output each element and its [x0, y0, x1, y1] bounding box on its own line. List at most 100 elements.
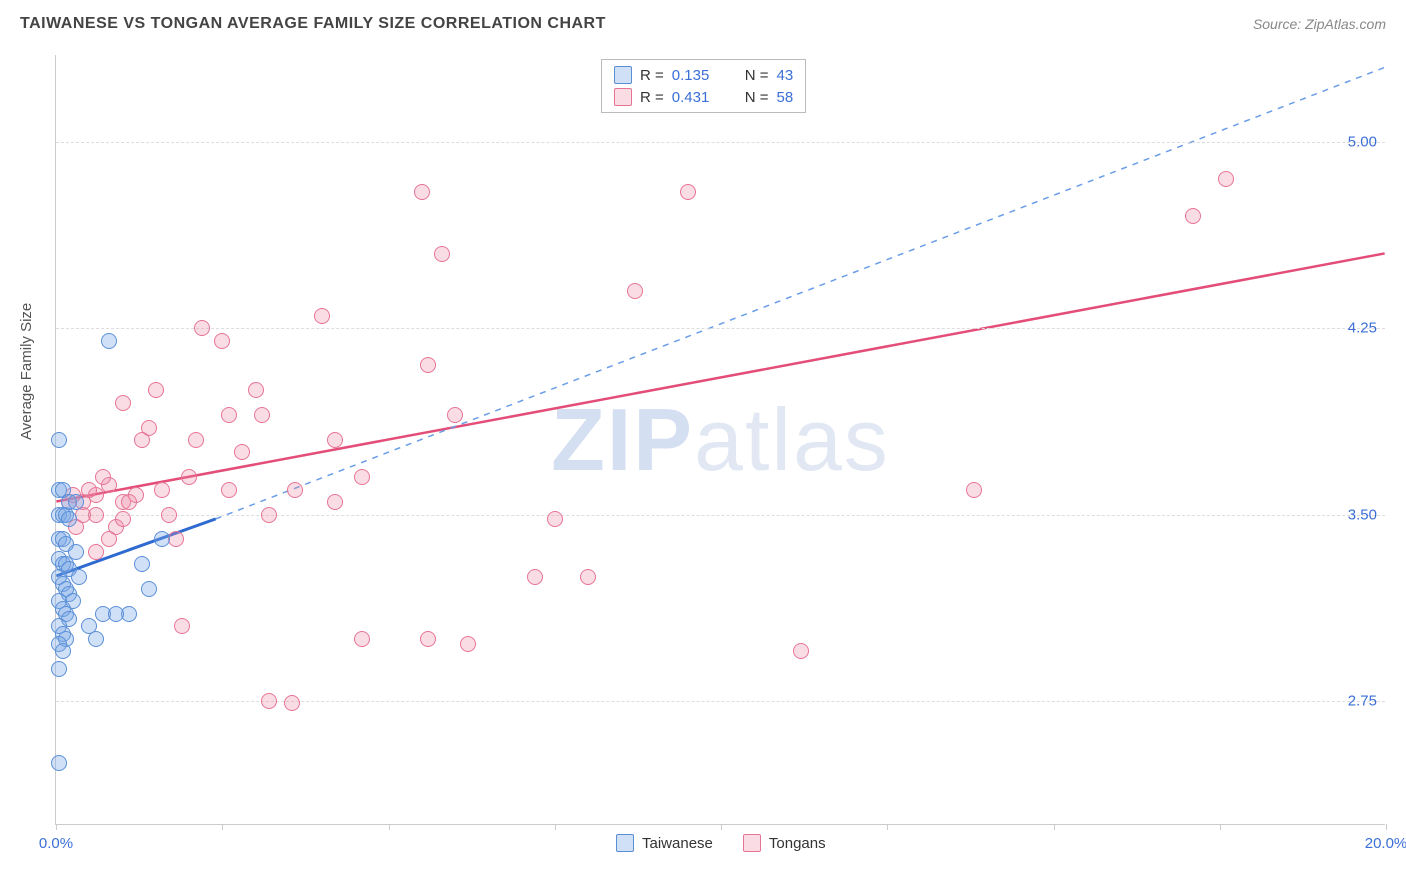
data-point — [214, 333, 230, 349]
n-value: 43 — [777, 67, 794, 84]
swatch-taiwanese-icon — [616, 834, 634, 852]
n-value: 58 — [777, 89, 794, 106]
n-label: N = — [745, 67, 769, 84]
data-point — [327, 494, 343, 510]
data-point — [314, 308, 330, 324]
data-point — [181, 469, 197, 485]
x-tick — [56, 824, 57, 830]
trend-line — [56, 253, 1384, 501]
data-point — [81, 482, 97, 498]
data-point — [101, 333, 117, 349]
data-point — [261, 507, 277, 523]
data-point — [354, 631, 370, 647]
legend-item-taiwanese: Taiwanese — [616, 834, 713, 852]
data-point — [101, 531, 117, 547]
data-point — [327, 432, 343, 448]
y-axis-title: Average Family Size — [18, 303, 35, 440]
data-point — [148, 382, 164, 398]
x-tick — [1054, 824, 1055, 830]
r-value: 0.431 — [672, 89, 727, 106]
data-point — [680, 184, 696, 200]
stats-legend: R = 0.135 N = 43 R = 0.431 N = 58 — [601, 59, 806, 113]
watermark-zip: ZIP — [551, 390, 694, 489]
x-tick — [222, 824, 223, 830]
data-point — [55, 643, 71, 659]
data-point — [95, 469, 111, 485]
x-tick — [721, 824, 722, 830]
data-point — [81, 618, 97, 634]
data-point — [188, 432, 204, 448]
data-point — [354, 469, 370, 485]
data-point — [51, 661, 67, 677]
gridline — [56, 142, 1385, 143]
data-point — [420, 631, 436, 647]
data-point — [194, 320, 210, 336]
data-point — [1218, 171, 1234, 187]
swatch-taiwanese-icon — [614, 66, 632, 84]
data-point — [154, 531, 170, 547]
title-bar: TAIWANESE VS TONGAN AVERAGE FAMILY SIZE … — [20, 15, 1386, 33]
data-point — [254, 407, 270, 423]
gridline — [56, 515, 1385, 516]
data-point — [121, 494, 137, 510]
x-tick-label: 0.0% — [39, 835, 73, 852]
gridline — [56, 328, 1385, 329]
data-point — [234, 444, 250, 460]
data-point — [527, 569, 543, 585]
stats-row-tongans: R = 0.431 N = 58 — [614, 86, 793, 108]
r-value: 0.135 — [672, 67, 727, 84]
data-point — [141, 581, 157, 597]
legend-label: Taiwanese — [642, 835, 713, 852]
data-point — [287, 482, 303, 498]
data-point — [627, 283, 643, 299]
data-point — [161, 507, 177, 523]
series-legend: Taiwanese Tongans — [616, 834, 826, 852]
data-point — [115, 395, 131, 411]
data-point — [447, 407, 463, 423]
data-point — [134, 556, 150, 572]
data-point — [61, 511, 77, 527]
x-tick-label: 20.0% — [1365, 835, 1406, 852]
swatch-tongans-icon — [614, 88, 632, 106]
data-point — [68, 494, 84, 510]
plot-area: ZIPatlas R = 0.135 N = 43 R = 0.431 N = … — [55, 55, 1385, 825]
y-tick-label: 4.25 — [1348, 320, 1377, 337]
x-tick — [389, 824, 390, 830]
data-point — [460, 636, 476, 652]
data-point — [154, 482, 170, 498]
x-tick — [887, 824, 888, 830]
data-point — [580, 569, 596, 585]
data-point — [108, 606, 124, 622]
data-point — [793, 643, 809, 659]
gridline — [56, 701, 1385, 702]
legend-label: Tongans — [769, 835, 826, 852]
data-point — [115, 511, 131, 527]
data-point — [261, 693, 277, 709]
data-point — [88, 544, 104, 560]
x-tick — [1220, 824, 1221, 830]
n-label: N = — [745, 89, 769, 106]
r-label: R = — [640, 67, 664, 84]
legend-item-tongans: Tongans — [743, 834, 826, 852]
x-tick — [1386, 824, 1387, 830]
stats-row-taiwanese: R = 0.135 N = 43 — [614, 64, 793, 86]
data-point — [414, 184, 430, 200]
trend-line — [216, 67, 1385, 518]
data-point — [68, 544, 84, 560]
data-point — [221, 407, 237, 423]
trend-lines-layer — [56, 55, 1385, 824]
chart-title: TAIWANESE VS TONGAN AVERAGE FAMILY SIZE … — [20, 15, 606, 33]
data-point — [1185, 208, 1201, 224]
y-tick-label: 2.75 — [1348, 692, 1377, 709]
data-point — [966, 482, 982, 498]
data-point — [221, 482, 237, 498]
y-tick-label: 5.00 — [1348, 133, 1377, 150]
chart-container: TAIWANESE VS TONGAN AVERAGE FAMILY SIZE … — [0, 0, 1406, 892]
source-label: Source: ZipAtlas.com — [1253, 16, 1386, 32]
data-point — [71, 569, 87, 585]
data-point — [547, 511, 563, 527]
data-point — [51, 755, 67, 771]
data-point — [134, 432, 150, 448]
data-point — [174, 618, 190, 634]
swatch-tongans-icon — [743, 834, 761, 852]
